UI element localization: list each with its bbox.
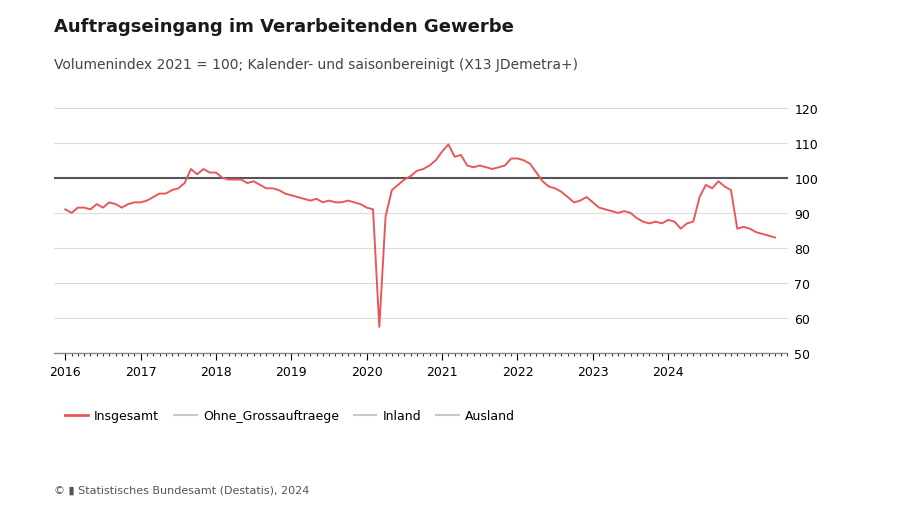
Text: © ▮ Statistisches Bundesamt (Destatis), 2024: © ▮ Statistisches Bundesamt (Destatis), … <box>54 485 310 495</box>
Legend: Insgesamt, Ohne_Grossauftraege, Inland, Ausland: Insgesamt, Ohne_Grossauftraege, Inland, … <box>60 405 520 427</box>
Text: Volumenindex 2021 = 100; Kalender- und saisonbereinigt (X13 JDemetra+): Volumenindex 2021 = 100; Kalender- und s… <box>54 58 578 72</box>
Text: Auftragseingang im Verarbeitenden Gewerbe: Auftragseingang im Verarbeitenden Gewerb… <box>54 18 514 36</box>
